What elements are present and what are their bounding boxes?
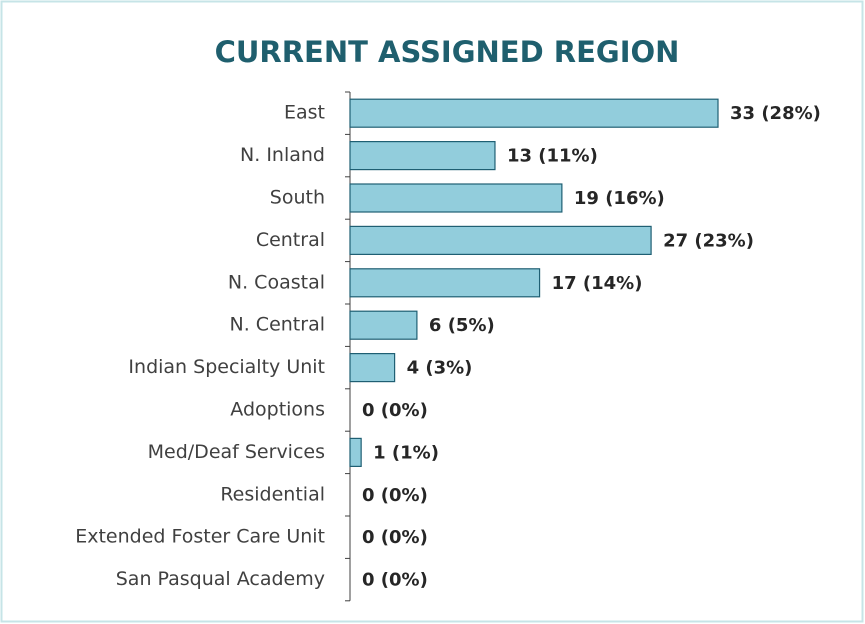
category-label: Adoptions <box>230 399 325 421</box>
value-label: 13 (11%) <box>507 146 598 167</box>
value-label: 27 (23%) <box>663 230 754 251</box>
category-label: N. Inland <box>240 144 325 166</box>
value-label: 0 (0%) <box>362 527 428 548</box>
value-label: 6 (5%) <box>429 315 495 336</box>
category-label: East <box>284 102 325 124</box>
value-label: 19 (16%) <box>574 188 665 209</box>
category-label: N. Coastal <box>228 271 325 293</box>
category-label: South <box>270 187 325 209</box>
value-label: 0 (0%) <box>362 570 428 591</box>
category-label: Extended Foster Care Unit <box>75 526 325 548</box>
bar <box>349 353 396 383</box>
bar <box>349 437 362 467</box>
bar <box>349 183 563 213</box>
value-label: 0 (0%) <box>362 485 428 506</box>
category-label: Med/Deaf Services <box>148 441 325 463</box>
value-label: 33 (28%) <box>730 103 821 124</box>
bar <box>349 310 418 340</box>
bar <box>349 225 652 255</box>
value-label: 17 (14%) <box>552 273 643 294</box>
category-label: San Pasqual Academy <box>116 568 325 590</box>
category-label: N. Central <box>230 314 325 336</box>
value-label: 1 (1%) <box>373 442 439 463</box>
category-label: Indian Specialty Unit <box>128 356 325 378</box>
category-label: Residential <box>220 483 325 505</box>
bar <box>349 141 496 171</box>
bar <box>349 98 719 128</box>
value-label: 0 (0%) <box>362 400 428 421</box>
category-label: Central <box>256 229 325 251</box>
value-label: 4 (3%) <box>407 358 473 379</box>
chart-title: CURRENT ASSIGNED REGION <box>215 35 680 69</box>
bar <box>349 268 541 298</box>
